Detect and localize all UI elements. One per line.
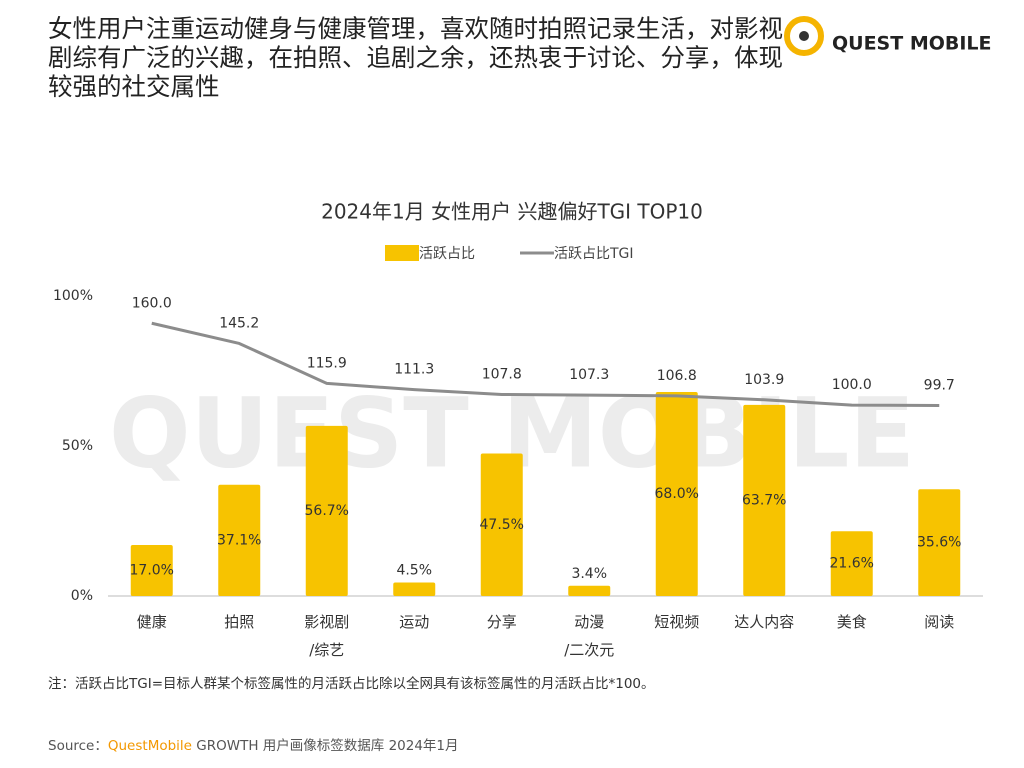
bar-value-label: 68.0%	[655, 486, 699, 502]
line-value-label: 145.2	[219, 315, 259, 331]
x-tick-label: 达人内容	[734, 613, 795, 631]
x-tick-label: 拍照	[224, 613, 255, 631]
legend-swatch	[385, 245, 419, 261]
x-tick-label: 运动	[399, 613, 430, 631]
line-value-label: 160.0	[132, 295, 172, 311]
line-value-label: 111.3	[394, 362, 434, 378]
source-text: GROWTH 用户画像标签数据库 2024年1月	[191, 738, 459, 754]
bar	[480, 453, 523, 596]
bar-value-label: 63.7%	[742, 492, 786, 508]
bar-value-label: 35.6%	[917, 535, 961, 551]
note: 注：活跃占比TGI=目标人群某个标签属性的月活跃占比除以全网具有该标签属性的月活…	[48, 676, 655, 692]
y-tick-label: 0%	[71, 588, 93, 604]
line-value-label: 115.9	[307, 355, 347, 371]
bar-value-label: 56.7%	[305, 503, 349, 519]
x-tick-label: 阅读	[924, 613, 955, 631]
source-prefix: Source：	[48, 738, 108, 754]
bar	[655, 392, 698, 596]
x-tick-label: 动漫 /二次元	[564, 613, 615, 659]
line-value-label: 103.9	[744, 372, 784, 388]
line-value-label: 100.0	[832, 377, 872, 393]
source: Source：QuestMobile GROWTH 用户画像标签数据库 2024…	[48, 734, 459, 754]
logo-icon	[784, 16, 824, 56]
x-tick-label: 影视剧 /综艺	[304, 613, 350, 659]
line-value-label: 107.8	[482, 366, 522, 382]
x-tick-label: 分享	[486, 613, 517, 631]
bar-value-label: 47.5%	[480, 517, 524, 533]
bar	[218, 484, 261, 596]
x-tick-label: 美食	[836, 613, 867, 631]
y-tick-label: 50%	[62, 438, 93, 454]
bar	[918, 489, 961, 596]
legend-label: 活跃占比	[419, 246, 475, 262]
bar	[130, 545, 173, 596]
bar-value-label: 21.6%	[830, 556, 874, 572]
legend-label: 活跃占比TGI	[554, 246, 634, 262]
tgi-line	[151, 321, 940, 407]
line-value-label: 107.3	[569, 367, 609, 383]
logo-text: QUEST MOBILE	[832, 33, 992, 55]
chart-title: 2024年1月 女性用户 兴趣偏好TGI TOP10	[321, 200, 703, 224]
bar	[305, 425, 348, 596]
x-tick-label: 短视频	[654, 613, 700, 631]
bar	[393, 582, 436, 596]
line-value-label: 106.8	[657, 368, 697, 384]
bar-value-label: 4.5%	[396, 563, 432, 579]
bar	[743, 404, 786, 596]
x-tick-label: 健康	[136, 613, 167, 631]
bar	[830, 531, 873, 596]
bar-value-label: 17.0%	[130, 563, 174, 579]
bar-value-label: 37.1%	[217, 532, 261, 548]
bar-value-label: 3.4%	[571, 566, 607, 582]
bar	[568, 585, 611, 596]
y-tick-label: 100%	[53, 288, 93, 304]
source-brand: QuestMobile	[107, 738, 192, 754]
line-value-label: 99.7	[924, 378, 955, 394]
headline: 女性用户注重运动健身与健康管理，喜欢随时拍照记录生活，对影视剧综有广泛的兴趣，在…	[48, 14, 783, 101]
logo-dot	[799, 31, 809, 41]
